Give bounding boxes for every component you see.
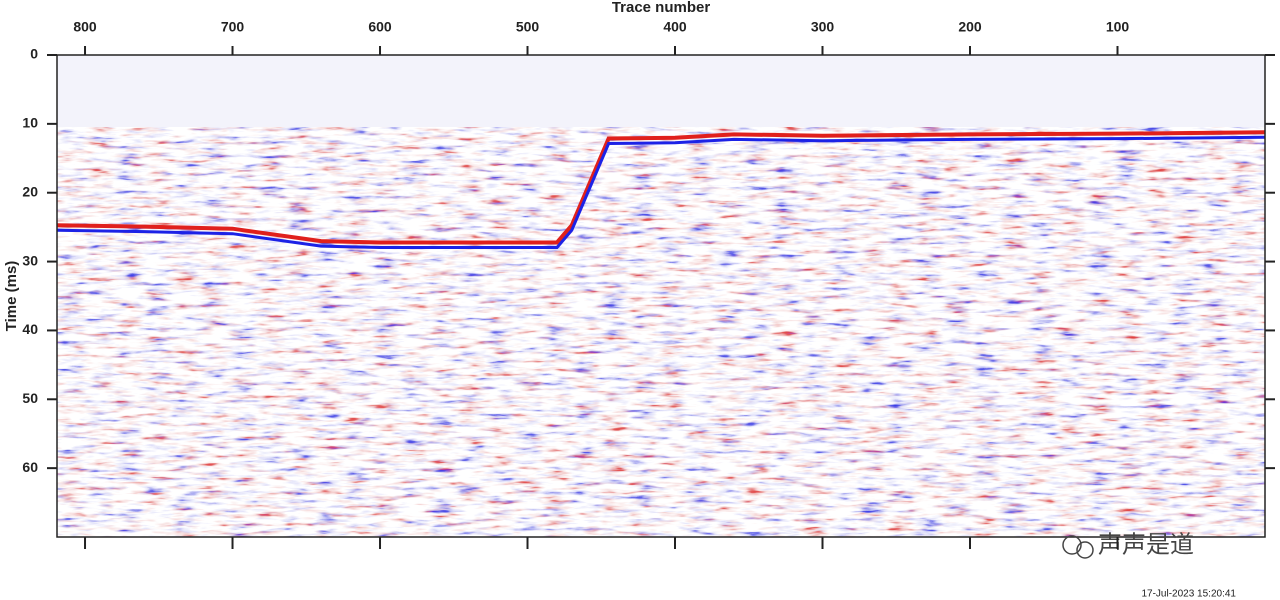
plot-frame: [56, 54, 1266, 538]
x-tick-label: 600: [368, 19, 392, 35]
timestamp: 17-Jul-2023 15:20:41: [1141, 589, 1236, 600]
x-tick-label: 700: [221, 19, 245, 35]
y-axis-label: Time (ms): [3, 261, 20, 332]
y-tick-label: 30: [22, 252, 38, 268]
first-arrival-red: [57, 130, 1265, 245]
x-tick-label: 500: [516, 19, 540, 35]
y-tick-label: 20: [22, 183, 38, 199]
first-arrival-blue: [57, 135, 1265, 249]
y-tick-label: 50: [22, 390, 38, 406]
x-tick-label: 800: [73, 19, 97, 35]
seismic-section: [57, 127, 1265, 537]
watermark: 声声是道: [1098, 531, 1194, 558]
x-tick-label: 300: [811, 19, 835, 35]
y-tick-label: 10: [22, 115, 38, 131]
watermark-icon: [1062, 535, 1082, 555]
x-axis-label: Trace number: [612, 0, 711, 16]
x-tick-label: 200: [958, 19, 982, 35]
watermark-icon: [1076, 541, 1094, 559]
plot-area: [57, 127, 1265, 537]
x-tick-label: 100: [1106, 19, 1130, 35]
y-tick-label: 40: [22, 321, 38, 337]
y-tick-label: 0: [30, 46, 38, 62]
y-tick-label: 60: [22, 459, 38, 475]
x-tick-label: 400: [663, 19, 687, 35]
